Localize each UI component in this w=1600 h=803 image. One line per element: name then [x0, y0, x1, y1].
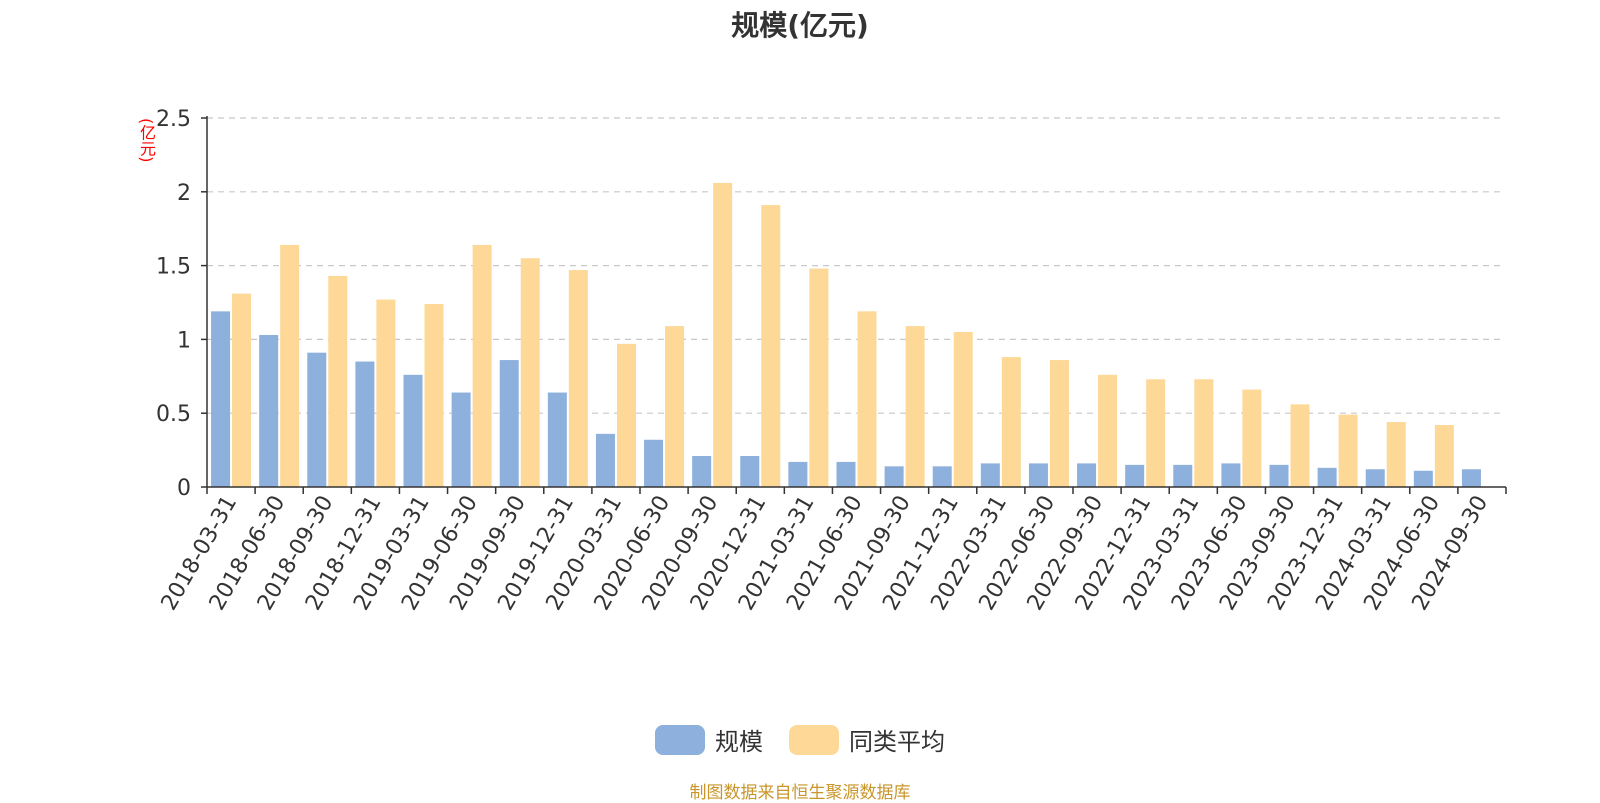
- bar-scale-2018-09-30: [307, 352, 327, 487]
- y-tick-label: 0: [177, 476, 191, 501]
- bar-scale-2019-09-30: [499, 360, 519, 487]
- legend: 规模 同类平均: [0, 722, 1600, 757]
- grid-lines: [207, 117, 1500, 414]
- bar-peer-average-2019-12-31: [568, 270, 588, 487]
- bar-peer-average-2022-12-31: [1146, 379, 1166, 487]
- bar-scale-2023-09-30: [1269, 464, 1289, 487]
- bar-peer-average-2018-03-31: [232, 293, 252, 487]
- bar-peer-average-2024-03-31: [1386, 422, 1406, 487]
- legend-swatch-scale: [655, 724, 705, 755]
- bar-scale-2022-03-31: [980, 463, 1000, 487]
- bar-peer-average-2019-06-30: [472, 244, 492, 487]
- bar-peer-average-2019-03-31: [424, 303, 444, 487]
- bar-peer-average-2018-06-30: [280, 244, 300, 487]
- bar-peer-average-2020-12-31: [761, 205, 781, 488]
- y-tick-label: 0.5: [156, 402, 191, 427]
- legend-label-scale: 规模: [715, 728, 763, 756]
- bar-scale-2021-12-31: [932, 466, 952, 487]
- bar-scale-2024-06-30: [1413, 470, 1433, 487]
- y-tick-label: 2.5: [156, 107, 191, 132]
- bar-scale-2018-06-30: [259, 334, 279, 487]
- bar-peer-average-2018-12-31: [376, 299, 396, 487]
- legend-item-peer-average[interactable]: 同类平均: [789, 722, 945, 757]
- bar-chart: 00.511.522.52018-03-312018-06-302018-09-…: [156, 107, 1507, 615]
- bar-peer-average-2023-09-30: [1290, 404, 1310, 487]
- bar-scale-2020-09-30: [692, 456, 712, 487]
- bar-peer-average-2018-09-30: [328, 275, 348, 487]
- bar-peer-average-2020-03-31: [616, 343, 636, 487]
- bar-peer-average-2023-12-31: [1338, 414, 1358, 487]
- bar-scale-2019-12-31: [547, 392, 567, 487]
- bar-scale-2020-03-31: [595, 433, 615, 487]
- legend-item-scale[interactable]: 规模: [655, 722, 763, 757]
- bar-peer-average-2021-12-31: [953, 332, 973, 487]
- bar-scale-2024-03-31: [1365, 469, 1385, 487]
- bar-scale-2019-03-31: [403, 374, 423, 487]
- bar-peer-average-2024-06-30: [1434, 425, 1454, 487]
- chart-title: 规模(亿元): [731, 9, 869, 42]
- bar-peer-average-2021-03-31: [809, 268, 829, 487]
- bars: [211, 182, 1481, 488]
- axes: [201, 116, 1507, 494]
- bar-peer-average-2023-03-31: [1194, 379, 1214, 487]
- legend-label-peer-average: 同类平均: [849, 728, 945, 756]
- bar-scale-2020-12-31: [740, 456, 760, 487]
- y-tick-label: 1.5: [156, 255, 191, 280]
- bar-peer-average-2020-06-30: [665, 326, 685, 487]
- bar-peer-average-2022-03-31: [1001, 357, 1021, 487]
- bar-peer-average-2019-09-30: [520, 258, 540, 487]
- bar-peer-average-2022-09-30: [1098, 374, 1118, 487]
- bar-scale-2023-03-31: [1173, 464, 1193, 487]
- legend-swatch-peer-average: [789, 724, 839, 755]
- bar-scale-2022-09-30: [1077, 463, 1097, 487]
- bar-scale-2018-03-31: [211, 311, 231, 487]
- bar-scale-2021-06-30: [836, 461, 856, 487]
- bar-scale-2022-12-31: [1125, 464, 1145, 487]
- bar-scale-2018-12-31: [355, 361, 375, 487]
- bar-scale-2023-12-31: [1317, 467, 1337, 487]
- bar-scale-2021-03-31: [788, 461, 808, 487]
- y-unit-label: (亿元): [137, 118, 156, 163]
- bar-scale-2020-06-30: [644, 439, 664, 487]
- source-note: 制图数据来自恒生聚源数据库: [689, 783, 911, 803]
- bar-scale-2023-06-30: [1221, 463, 1241, 487]
- y-tick-label: 2: [177, 181, 191, 206]
- bar-scale-2022-06-30: [1028, 463, 1048, 487]
- bar-peer-average-2022-06-30: [1049, 360, 1069, 487]
- bar-peer-average-2020-09-30: [713, 182, 733, 487]
- bar-scale-2019-06-30: [451, 392, 471, 487]
- bar-peer-average-2021-09-30: [905, 326, 925, 487]
- bar-scale-2021-09-30: [884, 466, 904, 487]
- bar-peer-average-2023-06-30: [1242, 389, 1262, 487]
- y-tick-label: 1: [177, 328, 191, 353]
- bar-scale-2024-09-30: [1461, 469, 1481, 487]
- bar-peer-average-2021-06-30: [857, 311, 877, 487]
